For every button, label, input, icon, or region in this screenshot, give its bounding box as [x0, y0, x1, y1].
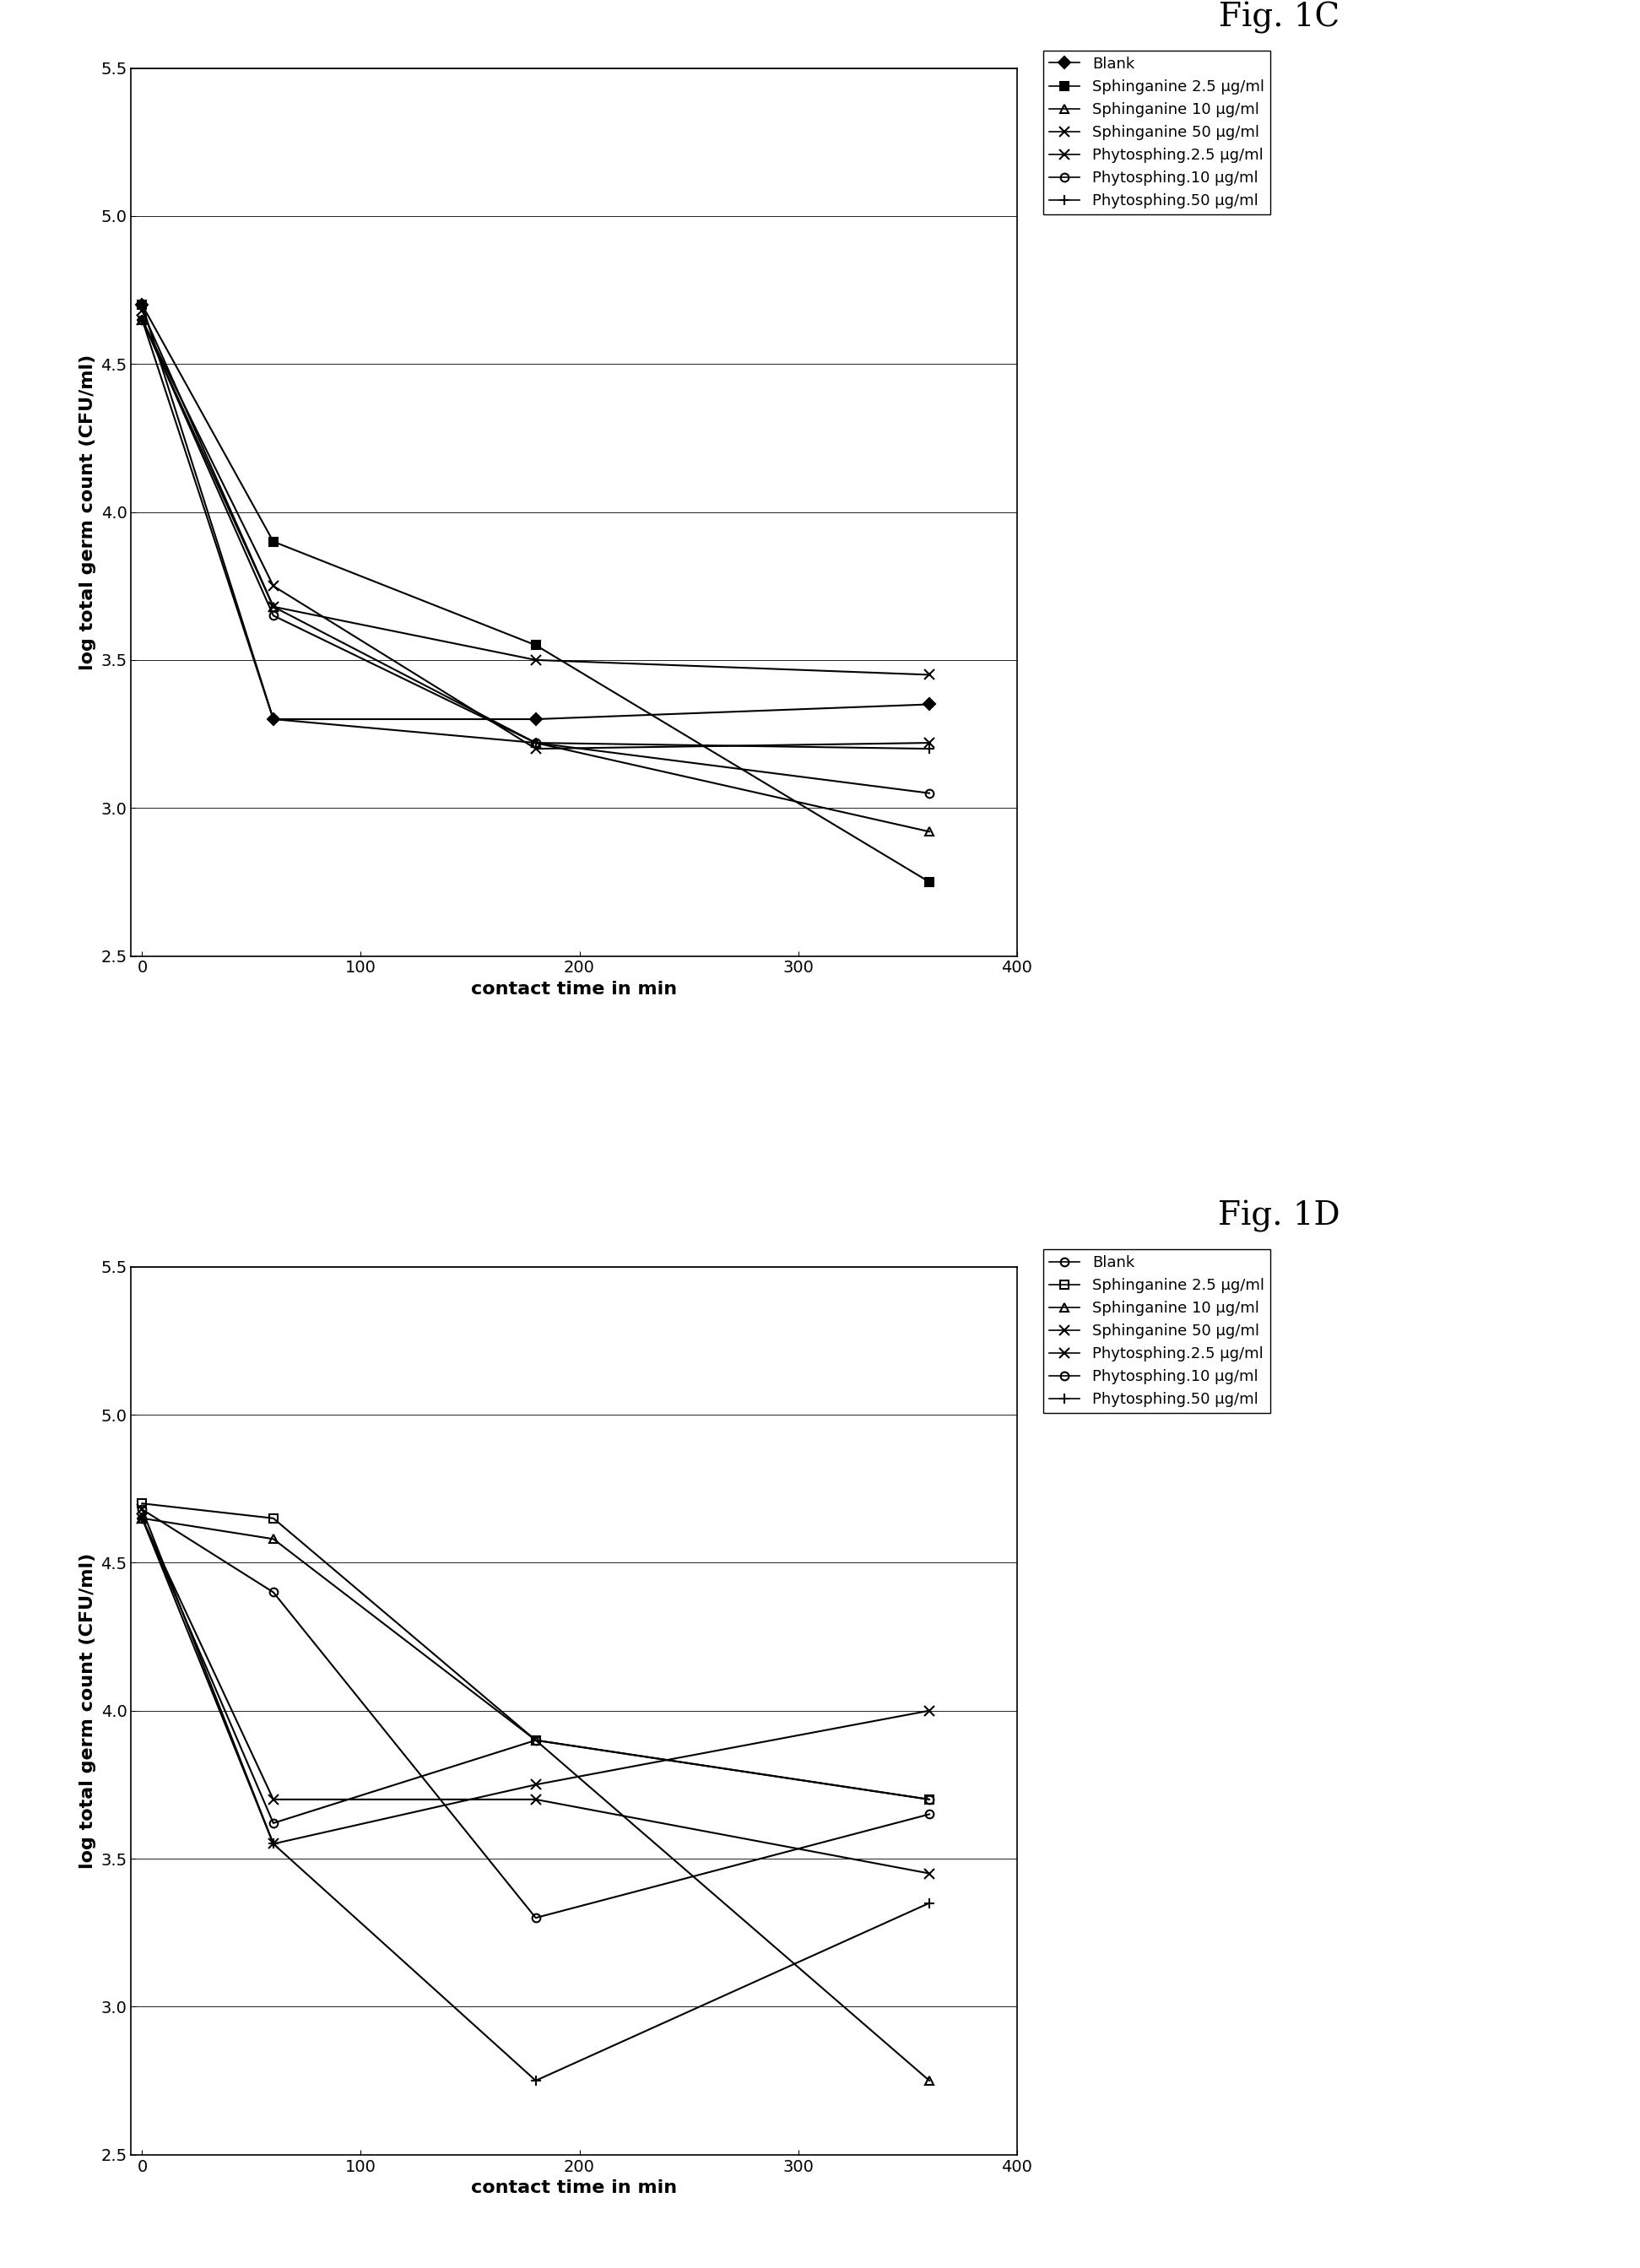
Legend: Blank, Sphinganine 2.5 µg/ml, Sphinganine 10 µg/ml, Sphinganine 50 µg/ml, Phytos: Blank, Sphinganine 2.5 µg/ml, Sphinganin…: [1043, 1250, 1271, 1413]
Text: Fig. 1C: Fig. 1C: [1219, 2, 1340, 34]
Text: Fig. 1D: Fig. 1D: [1219, 1200, 1340, 1234]
Legend: Blank, Sphinganine 2.5 µg/ml, Sphinganine 10 µg/ml, Sphinganine 50 µg/ml, Phytos: Blank, Sphinganine 2.5 µg/ml, Sphinganin…: [1043, 50, 1271, 215]
X-axis label: contact time in min: contact time in min: [471, 2180, 677, 2195]
X-axis label: contact time in min: contact time in min: [471, 980, 677, 998]
Y-axis label: log total germ count (CFU/ml): log total germ count (CFU/ml): [79, 1554, 97, 1869]
Y-axis label: log total germ count (CFU/ml): log total germ count (CFU/ml): [79, 354, 97, 669]
